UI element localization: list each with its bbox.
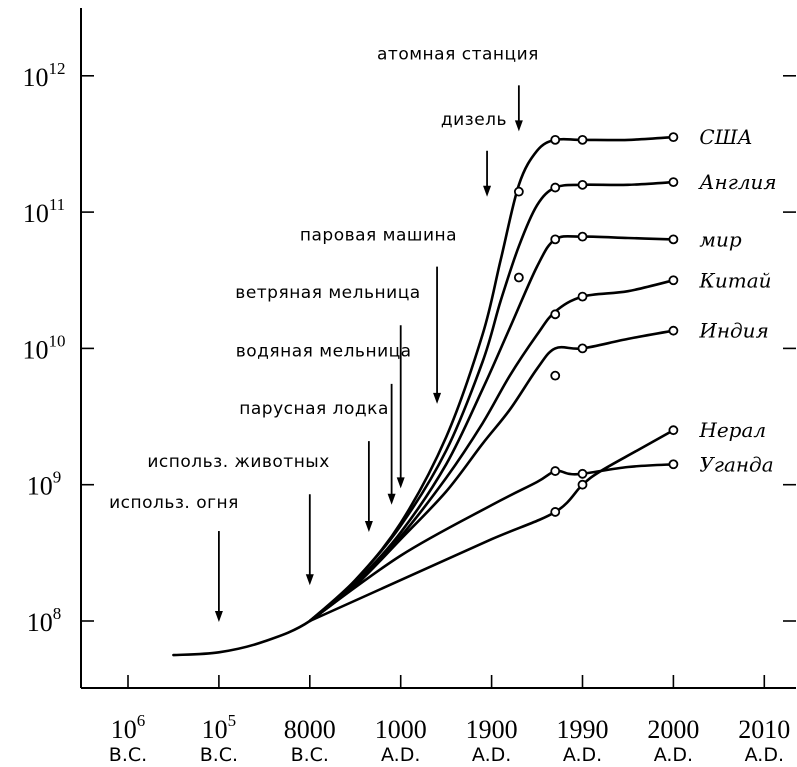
data-point-marker	[668, 275, 679, 286]
data-point-marker	[577, 343, 588, 354]
x-tick-era: A.D.	[472, 744, 511, 766]
data-point-marker	[668, 459, 679, 470]
data-point-marker	[550, 182, 561, 193]
y-tick-base: 10	[27, 472, 53, 501]
arrow-head	[483, 185, 492, 197]
x-tick-value: 10	[202, 715, 228, 744]
series-lines	[172, 132, 679, 657]
data-point-marker	[513, 272, 524, 283]
x-tick-exponent: 5	[228, 711, 237, 730]
arrow-head	[433, 392, 442, 404]
invention-annotations: атомная станция дизель паровая машина ветря…	[109, 44, 539, 622]
y-tick-exponent: 9	[53, 468, 62, 487]
arrow-head	[214, 611, 223, 622]
series-label: Англия	[697, 170, 776, 194]
x-tick-label-top: 8000	[284, 715, 336, 744]
arrow-head	[396, 477, 405, 489]
arrow-head	[514, 120, 523, 132]
x-tick-value: 1900	[466, 715, 518, 744]
series-label: США	[699, 125, 752, 149]
series-line	[308, 329, 675, 623]
annotation-label: атомная станция	[377, 44, 539, 64]
plot-frame	[80, 8, 796, 689]
y-tick-exponent: 10	[49, 331, 66, 350]
data-point-marker	[668, 325, 679, 336]
x-axis-ticks: 106B.C.105B.C.8000B.C.1000A.D.1900A.D.19…	[109, 675, 790, 766]
x-tick-label-top: 106	[111, 711, 146, 744]
y-tick-exponent: 11	[49, 195, 65, 214]
data-point-marker	[550, 234, 561, 245]
data-point-marker	[668, 425, 679, 436]
x-tick-label-top: 1000	[375, 715, 427, 744]
x-tick-era: B.C.	[291, 744, 329, 766]
x-tick-value: 1000	[375, 715, 427, 744]
annotation-label: дизель	[441, 110, 507, 130]
x-tick-era: A.D.	[745, 744, 784, 766]
annotation-label: паровая машина	[300, 226, 457, 246]
data-point-marker	[668, 177, 679, 188]
x-tick-label-top: 2010	[738, 715, 790, 744]
data-point-marker	[577, 291, 588, 302]
data-point-marker	[577, 231, 588, 242]
series-line	[308, 428, 675, 623]
x-tick-label-top: 1900	[466, 715, 518, 744]
annotation-label: парусная лодка	[239, 399, 389, 419]
y-tick-base: 10	[23, 199, 49, 228]
y-tick-base: 10	[23, 335, 49, 364]
y-tick-label: 1012	[23, 59, 66, 92]
x-tick-label-top: 105	[202, 711, 237, 744]
y-tick-exponent: 8	[53, 604, 62, 623]
annotation-label: использ. огня	[109, 493, 239, 513]
x-tick-value: 8000	[284, 715, 336, 744]
series-label: Китай	[698, 268, 771, 292]
y-tick-base: 10	[23, 63, 49, 92]
y-tick-label: 109	[27, 468, 62, 501]
annotation-label: водяная мельница	[236, 342, 412, 362]
y-tick-base: 10	[27, 608, 53, 637]
data-point-marker	[577, 134, 588, 145]
series-line	[308, 234, 675, 623]
y-tick-label: 108	[27, 604, 62, 637]
annotation-label: ветряная мельница	[235, 283, 420, 303]
data-point-marker	[550, 507, 561, 517]
x-tick-label-top: 1990	[557, 715, 609, 744]
series-line	[172, 135, 675, 657]
x-tick-era: B.C.	[109, 744, 147, 766]
x-tick-value: 2000	[647, 715, 699, 744]
series-label: мир	[699, 227, 741, 251]
y-tick-label: 1010	[23, 331, 66, 364]
series-label: Нерал	[698, 418, 766, 442]
y-tick-label: 1011	[23, 195, 65, 228]
arrow-head	[305, 574, 314, 586]
data-point-marker	[550, 134, 561, 145]
data-point-marker	[577, 479, 588, 490]
data-point-marker	[668, 234, 679, 245]
x-tick-era: A.D.	[381, 744, 420, 766]
annotation-label: использ. животных	[147, 452, 329, 472]
x-tick-value: 1990	[557, 715, 609, 744]
x-tick-era: B.C.	[200, 744, 238, 766]
x-tick-exponent: 6	[137, 711, 146, 730]
series-label: Уганда	[699, 452, 773, 476]
data-point-marker	[550, 370, 561, 381]
data-point-marker	[550, 309, 561, 320]
x-tick-value: 10	[111, 715, 137, 744]
series-label: Индия	[698, 319, 768, 343]
data-point-marker	[513, 186, 524, 197]
x-tick-value: 2010	[738, 715, 790, 744]
arrow-head	[387, 493, 396, 505]
data-point-marker	[577, 179, 588, 190]
y-tick-exponent: 12	[49, 59, 66, 78]
arrow-head	[364, 521, 373, 533]
data-point-marker	[550, 466, 561, 476]
data-point-marker	[577, 468, 588, 479]
series-labels: США Англия мир Китай Индия Нерал Уганда	[697, 125, 776, 476]
x-tick-label-top: 2000	[647, 715, 699, 744]
x-tick-era: A.D.	[563, 744, 602, 766]
x-tick-era: A.D.	[654, 744, 693, 766]
data-point-marker	[668, 132, 679, 143]
